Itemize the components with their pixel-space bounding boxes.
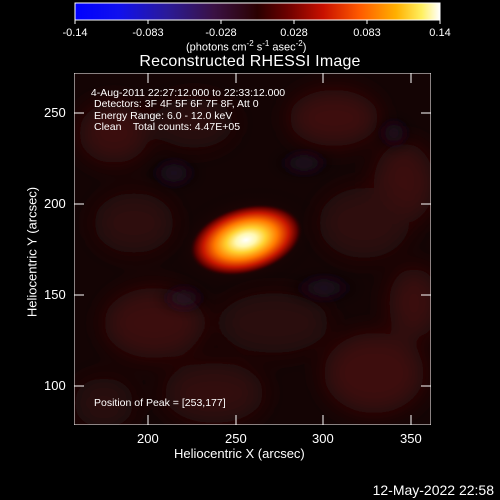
x-tick-label: 350: [400, 431, 422, 446]
time-range: 4-Aug-2011 22:27:12.000 to 22:33:12.000: [88, 87, 286, 99]
flare-source: [189, 203, 303, 277]
x-axis-title: Heliocentric X (arcsec): [174, 446, 305, 461]
colorbar-tick-label: -0.083: [132, 27, 164, 39]
negative-lobes: [144, 115, 414, 313]
colorbar-units: (photons cm-2 s-1 asec-2): [186, 39, 307, 54]
colorbar-gradient: [74, 2, 441, 21]
peak-position: Position of Peak = [253,177]: [94, 397, 226, 409]
rhessi-image: [74, 73, 431, 425]
colorbar-tick-label: 0.14: [429, 27, 451, 39]
x-tick-label: 200: [137, 431, 159, 446]
colorbar-tick-label: 0.028: [280, 27, 308, 39]
colorbar: [74, 2, 441, 24]
x-tick-label: 300: [312, 431, 334, 446]
render-date: 12-May-2022 22:58: [372, 482, 494, 498]
colorbar-ticks: [74, 20, 441, 24]
y-tick-label: 100: [44, 378, 66, 393]
background-mottle: [74, 90, 431, 425]
y-tick-label: 150: [44, 287, 66, 302]
axis-ticks: [74, 73, 431, 425]
detectors: Detectors: 3F 4F 5F 6F 7F 8F, Att 0: [94, 98, 259, 110]
colorbar-tick-label: -0.028: [205, 27, 237, 39]
energy-range: Energy Range: 6.0 - 12.0 keV: [94, 110, 233, 122]
clean-total-counts: Clean Total counts: 4.47E+05: [94, 121, 241, 133]
colorbar-tick-label: -0.14: [62, 27, 88, 39]
x-tick-label: 250: [225, 431, 247, 446]
y-axis-title: Heliocentric Y (arcsec): [24, 186, 40, 318]
plot-title: Reconstructed RHESSI Image: [139, 53, 361, 70]
y-tick-label: 200: [44, 196, 66, 211]
colorbar-tick-label: 0.083: [353, 27, 381, 39]
y-tick-label: 250: [44, 105, 66, 120]
